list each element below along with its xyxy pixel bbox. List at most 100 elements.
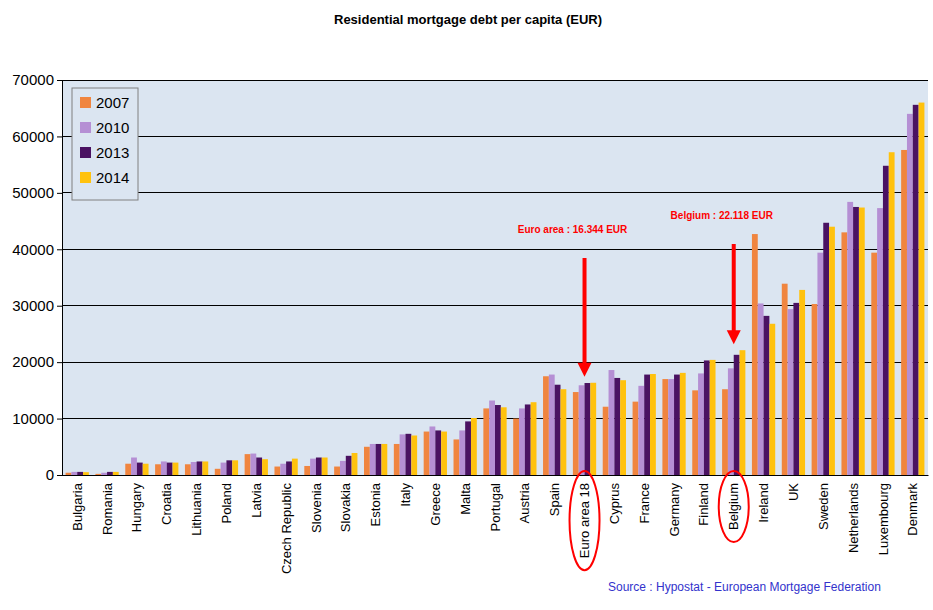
tick: Austria xyxy=(517,475,532,523)
bar xyxy=(113,472,119,475)
bar xyxy=(66,473,72,475)
bar xyxy=(346,456,352,475)
bar xyxy=(513,419,519,475)
bar xyxy=(280,464,286,475)
tick-label: 0 xyxy=(46,466,54,483)
bar xyxy=(137,463,143,475)
bar xyxy=(322,458,328,475)
bar xyxy=(561,389,567,475)
tick: 70000 xyxy=(12,71,62,88)
tick-label: Portugal xyxy=(488,483,503,532)
tick-label: 20000 xyxy=(12,353,54,370)
tick-label: Slovakia xyxy=(338,482,353,532)
bar xyxy=(489,401,495,475)
tick-label: Sweden xyxy=(816,483,831,530)
tick: Slovenia xyxy=(309,475,324,533)
bar xyxy=(620,380,626,475)
bar xyxy=(674,375,680,475)
legend-swatch xyxy=(80,97,91,108)
bar xyxy=(680,373,686,475)
tick: Lithuania xyxy=(189,475,204,536)
bar xyxy=(471,418,477,475)
legend-label: 2007 xyxy=(96,94,129,111)
tick: Portugal xyxy=(488,475,503,531)
bar xyxy=(549,375,555,475)
arrow-shaft xyxy=(732,244,736,332)
bar xyxy=(71,472,77,475)
series xyxy=(77,105,918,475)
bar xyxy=(710,360,716,475)
tick-label: 70000 xyxy=(12,71,54,88)
tick-label: Czech Republic xyxy=(279,483,294,575)
tick-label: 10000 xyxy=(12,410,54,427)
legend-swatch xyxy=(80,147,91,158)
bar xyxy=(352,453,358,475)
bar xyxy=(376,444,382,475)
bar xyxy=(573,392,579,475)
bar xyxy=(143,464,149,475)
tick: Malta xyxy=(458,475,473,515)
tick: Greece xyxy=(428,475,443,526)
arrow-head xyxy=(727,330,741,344)
bar xyxy=(167,463,173,475)
bar xyxy=(769,324,775,475)
bar xyxy=(191,462,197,475)
tick-label: UK xyxy=(786,483,801,501)
bar xyxy=(262,459,268,475)
bar xyxy=(256,458,262,475)
tick: 50000 xyxy=(12,184,62,201)
tick-label: Malta xyxy=(458,482,473,515)
tick: Italy xyxy=(398,475,413,507)
y-axis: 010000200003000040000500006000070000 xyxy=(12,71,62,483)
tick-label: Hungary xyxy=(129,483,144,533)
bar xyxy=(889,152,895,475)
tick: Germany xyxy=(667,475,682,536)
tick-label: 40000 xyxy=(12,241,54,258)
tick-label: Estonia xyxy=(368,482,383,526)
tick-label: Cyprus xyxy=(607,483,622,525)
bar xyxy=(405,434,411,475)
series xyxy=(71,114,912,475)
tick-label: Luxembourg xyxy=(875,483,890,555)
series xyxy=(66,150,907,475)
tick-mark xyxy=(57,306,62,307)
bar xyxy=(871,253,877,475)
plot-background xyxy=(62,80,928,475)
grid-line xyxy=(62,80,928,81)
bar xyxy=(161,461,167,475)
bar xyxy=(465,421,471,475)
bar xyxy=(758,303,764,475)
bar xyxy=(829,227,835,475)
tick: 40000 xyxy=(12,241,62,258)
bar xyxy=(519,408,525,475)
tick: UK xyxy=(786,475,801,501)
tick: Finland xyxy=(696,475,711,526)
highlight-ellipse xyxy=(719,471,749,542)
bar xyxy=(101,473,107,475)
bar xyxy=(202,461,208,475)
tick: Belgium xyxy=(726,475,741,530)
tick-label: Austria xyxy=(517,482,532,523)
tick: Denmark xyxy=(905,475,920,536)
tick: 0 xyxy=(46,466,62,483)
tick-label: Latvia xyxy=(249,482,264,517)
bar xyxy=(197,461,203,475)
bar xyxy=(633,402,639,475)
bar xyxy=(250,454,256,475)
tick-label: Germany xyxy=(667,483,682,537)
annotation: Euro area : 16.344 EUR xyxy=(518,224,628,235)
bar xyxy=(919,103,925,475)
grid-line xyxy=(62,249,928,250)
bar xyxy=(304,466,310,475)
tick-label: Spain xyxy=(547,483,562,516)
bar xyxy=(913,105,919,475)
tick-mark xyxy=(57,193,62,194)
tick: 30000 xyxy=(12,297,62,314)
tick: France xyxy=(637,475,652,523)
bar xyxy=(221,463,227,475)
bar xyxy=(495,405,501,475)
bar xyxy=(286,461,292,475)
tick: Poland xyxy=(219,475,234,523)
bar xyxy=(292,459,298,475)
legend-swatch xyxy=(80,172,91,183)
